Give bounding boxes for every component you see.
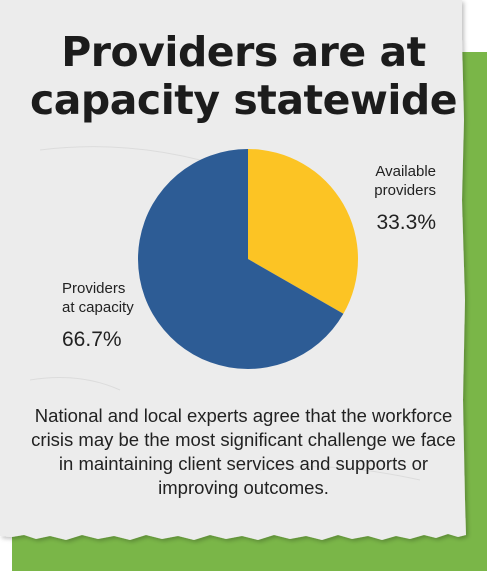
pie-slice-available [248,149,358,314]
available-value-label: 33.3% [376,211,436,234]
headline-line-2: capacity statewide [29,76,458,124]
capacity-value-label: 66.7% [62,328,122,351]
pie-slices [138,148,358,369]
available-label-line-2: providers [374,182,436,199]
caption: National and local experts agree that th… [31,405,456,498]
paper-texture [29,146,421,481]
pie-slice-at-capacity [138,148,344,369]
capacity-label-line-2: at capacity [62,299,134,316]
headline-line-1: Providers are at [61,28,426,76]
capacity-label-line-1: Providers [62,280,125,297]
available-label-line-1: Available [375,163,436,180]
headline: Providers are at capacity statewide [0,28,487,124]
